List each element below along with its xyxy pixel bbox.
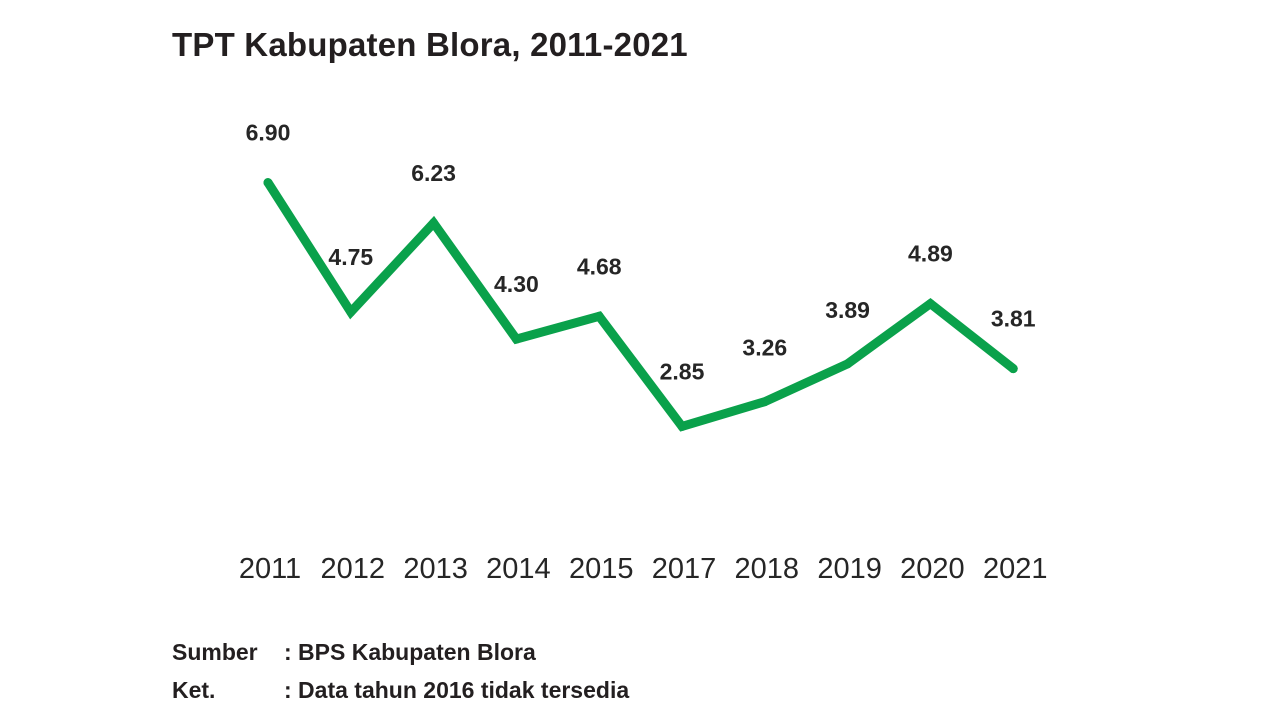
remark-note: Ket. : Data tahun 2016 tidak tersedia xyxy=(172,671,629,709)
chart-notes: Sumber : BPS Kabupaten Blora Ket. : Data… xyxy=(172,633,629,709)
x-tick-label-2014: 2014 xyxy=(486,553,551,585)
data-point-2013 xyxy=(429,218,439,228)
data-label-2018: 3.26 xyxy=(742,335,787,361)
remark-note-key: Ket. xyxy=(172,677,216,703)
x-tick-label-2017: 2017 xyxy=(652,553,717,585)
data-point-2011 xyxy=(263,178,273,188)
series-line xyxy=(263,178,1018,432)
source-note-value: : BPS Kabupaten Blora xyxy=(284,639,536,665)
data-point-2019 xyxy=(843,359,853,369)
data-point-2014 xyxy=(511,334,521,344)
data-labels: 6.90 4.75 6.23 4.30 4.68 2.85 3.26 3.89 4.89 3.81 xyxy=(246,120,1036,385)
data-label-2011: 6.90 xyxy=(246,120,291,146)
data-point-2018 xyxy=(760,397,770,407)
data-label-2020: 4.89 xyxy=(908,241,953,267)
data-point-2021 xyxy=(1008,364,1018,374)
data-label-2013: 6.23 xyxy=(411,160,456,186)
data-point-2020 xyxy=(925,299,935,309)
source-note: Sumber : BPS Kabupaten Blora xyxy=(172,633,629,671)
data-label-2021: 3.81 xyxy=(991,306,1036,332)
x-tick-label-2019: 2019 xyxy=(817,553,882,585)
data-label-2012: 4.75 xyxy=(328,244,373,270)
data-label-2014: 4.30 xyxy=(494,271,539,297)
data-point-2015 xyxy=(594,311,604,321)
x-tick-label-2013: 2013 xyxy=(403,553,468,585)
chart-title: TPT Kabupaten Blora, 2011-2021 xyxy=(172,26,688,63)
x-tick-label-2021: 2021 xyxy=(983,553,1048,585)
x-tick-label-2018: 2018 xyxy=(735,553,800,585)
data-label-2019: 3.89 xyxy=(825,297,870,323)
x-axis-ticks: 2011 2012 2013 2014 2015 2017 2018 2019 2020 2021 xyxy=(239,553,1048,585)
series-group xyxy=(263,178,1018,432)
x-tick-label-2011: 2011 xyxy=(239,553,301,585)
data-point-2017 xyxy=(677,421,687,431)
x-tick-label-2020: 2020 xyxy=(900,553,965,585)
remark-note-value: : Data tahun 2016 tidak tersedia xyxy=(284,677,630,703)
data-label-2017: 2.85 xyxy=(660,358,705,384)
data-point-2012 xyxy=(346,307,356,317)
source-note-key: Sumber xyxy=(172,639,258,665)
x-tick-label-2015: 2015 xyxy=(569,553,634,585)
data-label-2015: 4.68 xyxy=(577,253,622,279)
x-tick-label-2012: 2012 xyxy=(321,553,386,585)
